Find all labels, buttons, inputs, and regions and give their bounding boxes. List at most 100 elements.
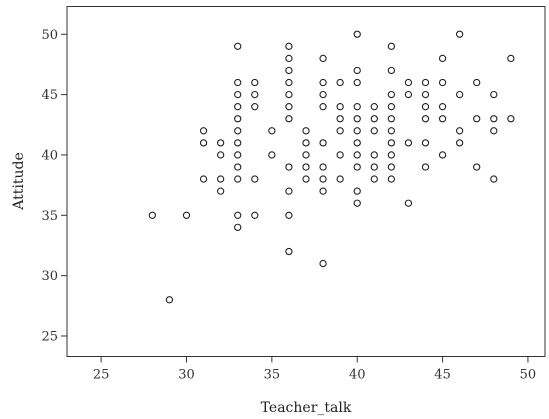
data-point — [353, 127, 361, 135]
data-point — [455, 139, 464, 147]
data-point — [199, 175, 208, 183]
data-point — [336, 115, 344, 123]
data-point — [387, 103, 396, 111]
data-point — [438, 151, 447, 159]
y-tick-label: 25 — [41, 329, 58, 344]
x-tick-label: 45 — [434, 368, 451, 383]
x-tick-label: 25 — [93, 368, 110, 383]
data-point — [165, 296, 174, 304]
data-point — [404, 199, 413, 207]
data-point — [438, 103, 447, 111]
data-point — [490, 127, 498, 135]
data-point — [421, 90, 430, 99]
data-point — [302, 163, 310, 171]
data-point — [353, 115, 361, 123]
data-point — [370, 103, 378, 111]
data-point — [285, 42, 293, 50]
data-point — [336, 175, 344, 183]
data-point — [285, 187, 293, 195]
data-point — [319, 103, 327, 111]
y-axis-title: Attitude — [11, 152, 27, 210]
data-point — [234, 163, 242, 171]
data-point — [421, 103, 430, 111]
data-point — [319, 187, 327, 195]
data-point — [319, 175, 327, 183]
data-point — [370, 115, 378, 123]
data-point — [319, 259, 327, 268]
data-point — [285, 247, 293, 256]
data-point — [336, 127, 344, 135]
data-point — [353, 139, 361, 147]
data-point — [490, 90, 498, 99]
x-axis: 25 30 35 40 45 50 — [93, 356, 537, 383]
data-point — [216, 139, 225, 147]
data-point — [234, 211, 242, 219]
data-point — [438, 78, 447, 87]
data-point — [234, 175, 242, 183]
data-point — [438, 115, 447, 123]
data-point — [490, 115, 498, 123]
x-tick-label: 40 — [349, 368, 366, 383]
data-point — [285, 211, 293, 219]
y-tick-label: 40 — [41, 148, 58, 163]
data-point — [473, 163, 481, 171]
data-point — [319, 90, 327, 99]
data-point — [353, 78, 361, 87]
data-point — [353, 199, 361, 207]
data-point — [182, 211, 191, 219]
data-point — [285, 54, 293, 63]
data-point — [234, 223, 242, 232]
data-point — [234, 127, 242, 135]
y-tick-label: 45 — [41, 88, 58, 103]
data-point — [234, 103, 242, 111]
data-point — [387, 115, 396, 123]
data-point — [438, 54, 447, 63]
data-point — [285, 78, 293, 87]
data-point — [302, 151, 310, 159]
data-point — [199, 139, 208, 147]
data-point — [319, 78, 327, 87]
data-point — [353, 30, 361, 38]
data-point — [387, 163, 396, 171]
x-tick-label: 50 — [520, 368, 537, 383]
data-point — [216, 187, 225, 195]
data-point — [285, 66, 293, 75]
data-point — [336, 78, 344, 87]
data-point — [404, 139, 413, 147]
data-point — [387, 127, 396, 135]
data-point — [490, 175, 498, 183]
data-point — [234, 139, 242, 147]
y-tick-label: 50 — [41, 28, 58, 43]
data-point — [387, 90, 396, 99]
data-point — [319, 54, 327, 63]
data-point — [251, 90, 259, 99]
data-point — [353, 163, 361, 171]
data-point — [268, 151, 276, 159]
x-axis-title: Teacher_talk — [261, 400, 352, 416]
data-point — [421, 163, 430, 171]
plot-frame — [66, 6, 546, 357]
data-point — [387, 139, 396, 147]
data-point — [370, 151, 378, 159]
data-point — [234, 42, 242, 50]
y-tick-label: 35 — [41, 209, 58, 224]
data-point — [234, 151, 242, 159]
data-point — [473, 78, 481, 87]
data-point — [251, 103, 259, 111]
data-point — [199, 127, 208, 135]
data-point — [234, 115, 242, 123]
data-point — [285, 163, 293, 171]
data-point — [302, 127, 310, 135]
x-tick-label: 35 — [264, 368, 281, 383]
data-point — [387, 66, 396, 75]
data-point — [370, 163, 378, 171]
data-point — [336, 151, 344, 159]
data-point — [421, 78, 430, 87]
data-point — [353, 151, 361, 159]
data-point — [353, 103, 361, 111]
data-point — [507, 115, 515, 123]
data-point — [285, 90, 293, 99]
data-point — [387, 42, 396, 50]
data-point — [421, 139, 430, 147]
data-point — [251, 175, 259, 183]
